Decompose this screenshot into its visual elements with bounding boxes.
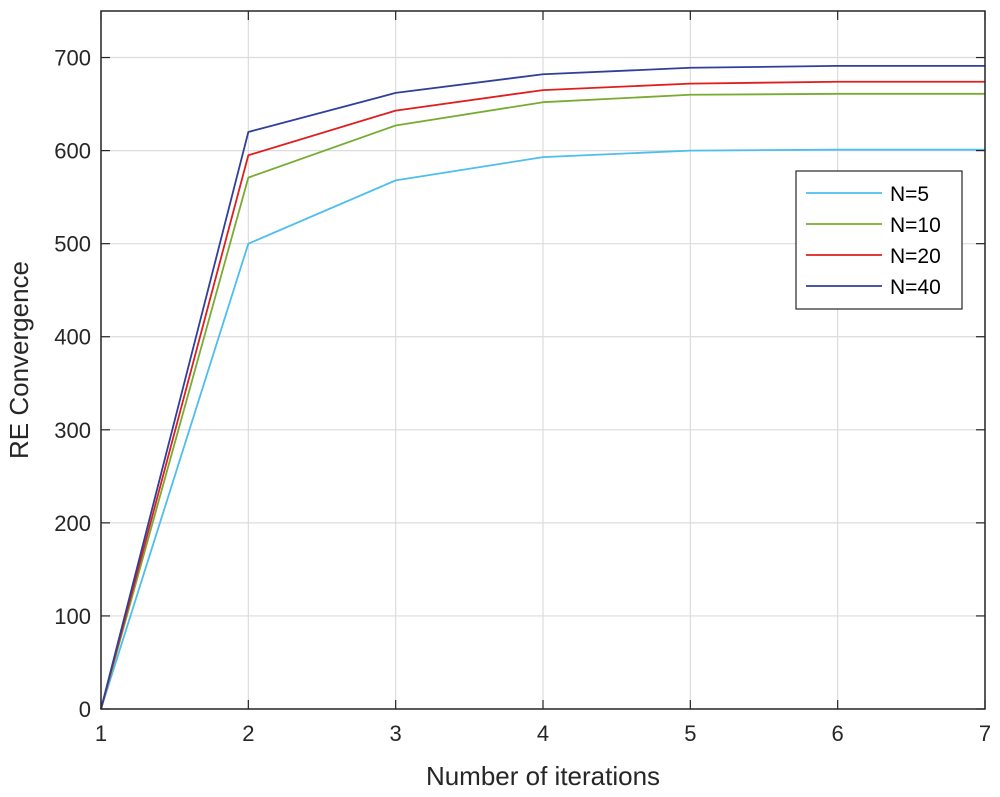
x-tick-label: 1 — [95, 721, 107, 746]
x-tick-label: 5 — [684, 721, 696, 746]
legend-label: N=20 — [890, 245, 941, 268]
series-line-n-5 — [100, 148, 985, 710]
y-tick-label: 600 — [54, 139, 91, 164]
y-tick-label: 100 — [54, 604, 91, 629]
series-line-n-10 — [100, 92, 985, 710]
x-tick-label: 6 — [832, 721, 844, 746]
x-tick-label: 4 — [537, 721, 549, 746]
x-tick-label: 3 — [390, 721, 402, 746]
y-tick-label: 500 — [54, 232, 91, 257]
y-tick-label: 200 — [54, 511, 91, 536]
x-tick-label: 2 — [242, 721, 254, 746]
axis-ticks: 1 2 3 4 5 6 7 0 100 200 300 400 500 600 700 — [54, 11, 991, 746]
legend-label: N=10 — [890, 214, 941, 237]
legend-label: N=40 — [890, 276, 941, 299]
y-tick-label: 700 — [54, 46, 91, 71]
series-line-n-20 — [100, 80, 985, 710]
series-line-n-40 — [100, 65, 985, 710]
y-tick-label: 0 — [79, 697, 91, 722]
x-axis-label: Number of iterations — [426, 761, 660, 791]
series-lines — [100, 65, 985, 710]
legend-label: N=5 — [890, 183, 929, 206]
legend: N=5 N=10 N=20 N=40 — [795, 170, 963, 310]
x-tick-label: 7 — [979, 721, 991, 746]
y-axis-label: RE Convergence — [4, 261, 34, 459]
y-tick-label: 300 — [54, 418, 91, 443]
y-tick-label: 400 — [54, 325, 91, 350]
